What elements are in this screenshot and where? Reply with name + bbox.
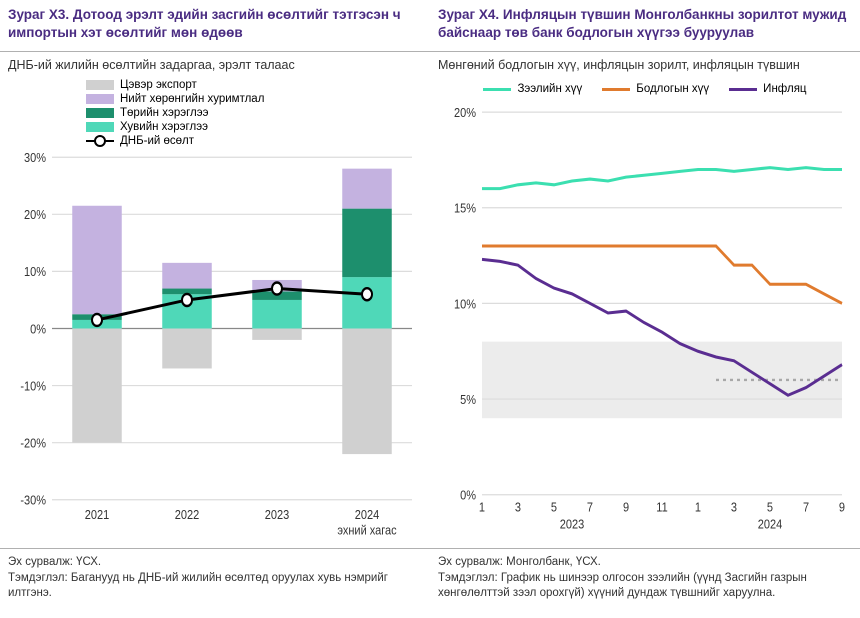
svg-text:10%: 10% <box>454 296 476 311</box>
svg-text:9: 9 <box>839 500 845 515</box>
swatch-priv <box>86 122 114 132</box>
svg-text:-30%: -30% <box>20 493 46 508</box>
svg-text:5%: 5% <box>460 392 476 407</box>
swatch-policy <box>602 88 630 91</box>
left-title: Зураг X3. Дотоод эрэлт эдийн засгийн өсө… <box>0 0 430 52</box>
legend-inflation: Инфляц <box>729 82 806 96</box>
right-chart: 0%5%10%15%20%13579111357920232024 <box>438 100 852 548</box>
svg-text:1: 1 <box>479 500 485 515</box>
right-footer-source: Эх сурвалж: Монголбанк, ҮСХ. <box>438 555 852 571</box>
svg-text:30%: 30% <box>24 150 46 165</box>
left-svg: -30% -20% -10% 0% 10% 20% 30% 2021 2022 2023 2024э… <box>8 150 422 548</box>
svg-text:2023: 2023 <box>265 507 290 522</box>
legend-gdp: ДНБ-ий өсөлт <box>86 134 194 148</box>
right-subtitle: Мөнгөний бодлогын хүү, инфляцын зорилт, … <box>430 52 860 74</box>
legend-gov-cons: Төрийн хэрэглээ <box>86 106 208 120</box>
svg-text:0%: 0% <box>460 488 476 503</box>
svg-text:2021: 2021 <box>85 507 110 522</box>
svg-text:2023: 2023 <box>560 517 585 532</box>
left-footer: Эх сурвалж: ҮСХ. Тэмдэглэл: Баганууд нь … <box>0 548 430 618</box>
right-footer: Эх сурвалж: Монголбанк, ҮСХ. Тэмдэглэл: … <box>430 548 860 618</box>
swatch-inflation <box>729 88 757 91</box>
right-footer-note: Тэмдэглэл: График нь шинээр олгосон зээл… <box>438 571 852 602</box>
left-footer-note: Тэмдэглэл: Баганууд нь ДНБ-ий жилийн өсө… <box>8 571 422 602</box>
swatch-gdp <box>86 140 114 142</box>
svg-text:5: 5 <box>551 500 557 515</box>
panel-right: Зураг X4. Инфляцын түвшин Монголбанкны з… <box>430 0 860 618</box>
svg-text:11: 11 <box>656 500 668 515</box>
svg-text:20%: 20% <box>24 207 46 222</box>
right-svg: 0%5%10%15%20%13579111357920232024 <box>438 100 852 548</box>
legend-policy: Бодлогын хүү <box>602 82 709 96</box>
svg-text:-20%: -20% <box>20 436 46 451</box>
svg-text:7: 7 <box>803 500 809 515</box>
svg-text:2022: 2022 <box>175 507 200 522</box>
svg-text:2024: 2024 <box>355 507 380 522</box>
svg-text:5: 5 <box>767 500 773 515</box>
left-subtitle: ДНБ-ий жилийн өсөлтийн задаргаа, эрэлт т… <box>0 52 430 74</box>
svg-text:3: 3 <box>515 500 521 515</box>
left-legend: Цэвэр экспорт Нийт хөрөнгийн хуримтлал Т… <box>86 78 344 148</box>
svg-text:7: 7 <box>587 500 593 515</box>
left-chart: -30% -20% -10% 0% 10% 20% 30% 2021 2022 2023 2024э… <box>8 150 422 548</box>
svg-text:-10%: -10% <box>20 378 46 393</box>
swatch-investment <box>86 94 114 104</box>
panel-left: Зураг X3. Дотоод эрэлт эдийн засгийн өсө… <box>0 0 430 618</box>
svg-text:эхний хагас: эхний хагас <box>337 523 396 538</box>
svg-text:1: 1 <box>695 500 701 515</box>
left-footer-source: Эх сурвалж: ҮСХ. <box>8 555 422 571</box>
svg-text:3: 3 <box>731 500 737 515</box>
right-title: Зураг X4. Инфляцын түвшин Монголбанкны з… <box>430 0 860 52</box>
svg-text:15%: 15% <box>454 201 476 216</box>
svg-text:10%: 10% <box>24 264 46 279</box>
swatch-net-export <box>86 80 114 90</box>
svg-text:20%: 20% <box>454 105 476 120</box>
svg-text:0%: 0% <box>30 321 46 336</box>
legend-lending: Зээлийн хүү <box>483 82 582 96</box>
swatch-gov <box>86 108 114 118</box>
legend-priv-cons: Хувийн хэрэглээ <box>86 120 208 134</box>
svg-text:9: 9 <box>623 500 629 515</box>
legend-investment: Нийт хөрөнгийн хуримтлал <box>86 92 264 106</box>
svg-text:2024: 2024 <box>758 517 783 532</box>
swatch-lending <box>483 88 511 91</box>
legend-net-export: Цэвэр экспорт <box>86 78 197 92</box>
right-legend: Зээлийн хүү Бодлогын хүү Инфляц <box>430 74 860 100</box>
